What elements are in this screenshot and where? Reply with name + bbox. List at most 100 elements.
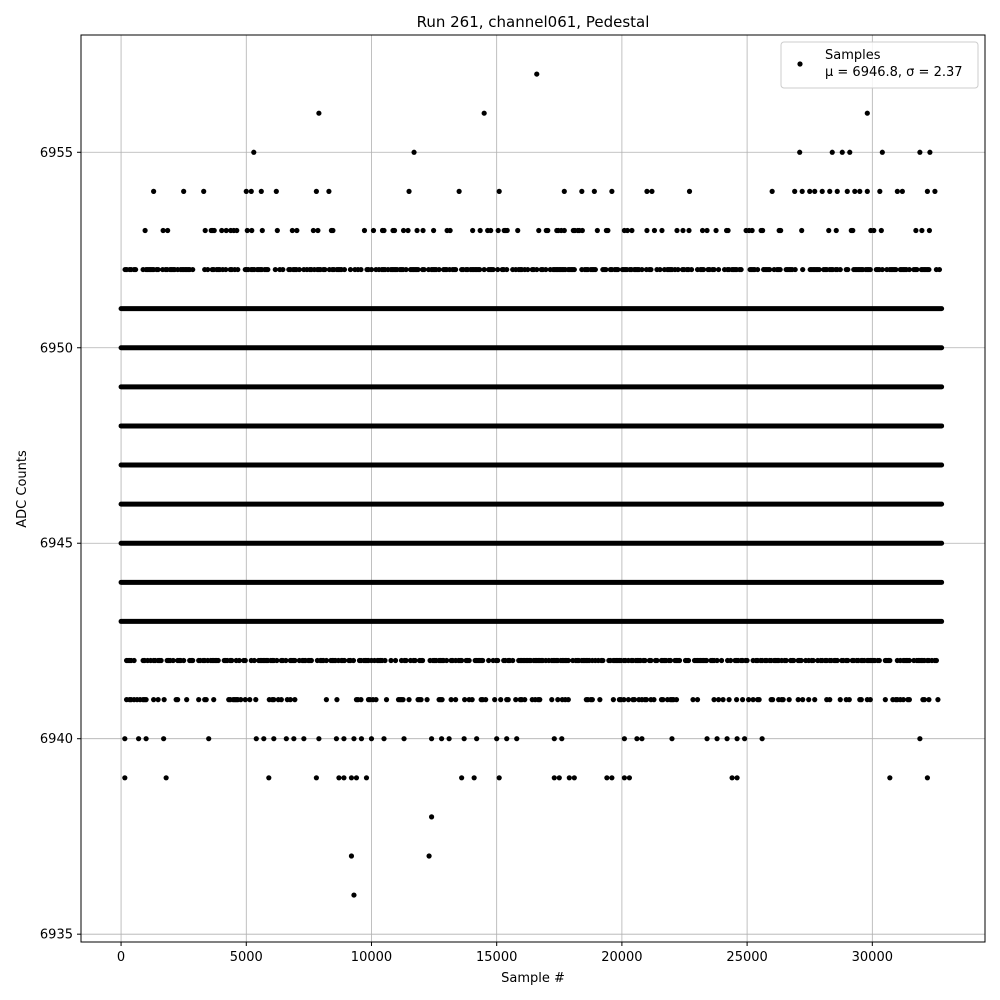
sample-point <box>669 736 675 742</box>
sample-point <box>534 71 540 77</box>
sample-point <box>341 266 348 273</box>
sample-point <box>786 697 792 703</box>
sample-point <box>236 657 242 664</box>
sample-point <box>917 736 923 742</box>
sample-point <box>405 227 411 234</box>
sample-point <box>203 697 209 703</box>
sample-point <box>626 775 633 781</box>
sample-point <box>296 266 302 273</box>
sample-point <box>504 736 510 742</box>
sample-point <box>447 227 453 234</box>
sample-point <box>181 188 187 194</box>
sample-point <box>879 266 885 273</box>
sample-point <box>816 266 822 273</box>
sample-point <box>713 227 719 234</box>
sample-point <box>594 227 600 234</box>
sample-point <box>913 227 919 234</box>
sample-point <box>733 697 740 703</box>
sample-point <box>711 697 717 703</box>
sample-point <box>505 697 511 703</box>
sample-point <box>205 266 211 273</box>
sample-point <box>470 227 476 234</box>
sample-point <box>444 657 450 664</box>
y-axis-ticks: 6935 6940 6945 6950 6955 <box>40 146 81 943</box>
sample-point <box>419 657 426 664</box>
sample-point <box>471 775 477 781</box>
sample-point <box>135 736 142 742</box>
sample-point <box>734 775 740 781</box>
sample-point <box>392 657 399 664</box>
sample-point <box>783 657 789 664</box>
sample-point <box>504 266 510 273</box>
sample-point <box>348 853 355 859</box>
sample-point <box>415 266 421 273</box>
sample-point <box>834 657 840 664</box>
legend: Samples μ = 6946.8, σ = 2.37 <box>780 41 979 89</box>
sample-point <box>201 188 207 194</box>
sample-point <box>603 266 609 273</box>
sample-point <box>383 697 390 703</box>
sample-point <box>894 188 900 194</box>
sample-point <box>151 697 157 703</box>
sample-point <box>621 775 628 781</box>
sample-point <box>513 697 519 703</box>
sample-point <box>792 266 798 273</box>
sample-point <box>143 697 149 703</box>
sample-point <box>351 892 357 898</box>
sample-point <box>160 227 166 234</box>
sample-point <box>313 775 319 781</box>
legend-stats: μ = 6946.8, σ = 2.37 <box>825 65 963 80</box>
sample-point <box>833 227 839 234</box>
sample-point <box>273 188 279 194</box>
sample-point <box>847 149 853 155</box>
sample-point <box>579 227 585 234</box>
y-tick-label: 6945 <box>40 537 73 552</box>
sample-point <box>170 657 176 664</box>
legend-series-name: Samples <box>825 48 881 63</box>
sample-point <box>807 188 813 194</box>
sample-point <box>481 110 487 116</box>
sample-point <box>515 227 521 234</box>
sample-point <box>271 736 277 742</box>
sample-point <box>887 775 893 781</box>
sample-point <box>657 266 663 273</box>
sample-point <box>559 736 565 742</box>
sample-point <box>876 657 882 664</box>
sample-point <box>749 227 755 234</box>
sample-point <box>906 657 912 664</box>
sample-point <box>756 697 762 703</box>
sample-point <box>729 775 735 781</box>
sample-point <box>510 657 516 664</box>
sample-point <box>261 736 267 742</box>
sample-point <box>341 775 347 781</box>
sample-point <box>906 697 912 703</box>
sample-point <box>259 227 265 234</box>
sample-point <box>675 266 681 273</box>
sample-point <box>438 736 445 742</box>
sample-point <box>326 188 332 194</box>
x-tick-label: 20000 <box>601 950 642 965</box>
sample-point <box>829 149 835 155</box>
sample-point <box>456 188 462 194</box>
sample-point <box>184 697 190 703</box>
x-tick-label: 15000 <box>476 950 517 965</box>
sample-point <box>810 657 816 664</box>
sample-point <box>155 697 161 703</box>
sample-point <box>370 227 377 234</box>
sample-point <box>301 736 307 742</box>
sample-point <box>673 697 680 703</box>
sample-point <box>353 775 360 781</box>
sample-point <box>406 188 412 194</box>
sample-point <box>926 227 933 234</box>
sample-point <box>403 657 409 664</box>
sample-point <box>522 697 528 703</box>
sample-point <box>401 736 407 742</box>
sample-point <box>597 697 603 703</box>
sample-point <box>579 188 585 194</box>
sample-point <box>388 657 394 664</box>
sample-point <box>495 266 501 273</box>
sample-point <box>714 736 720 742</box>
sample-point <box>333 736 340 742</box>
sample-point <box>877 188 883 194</box>
